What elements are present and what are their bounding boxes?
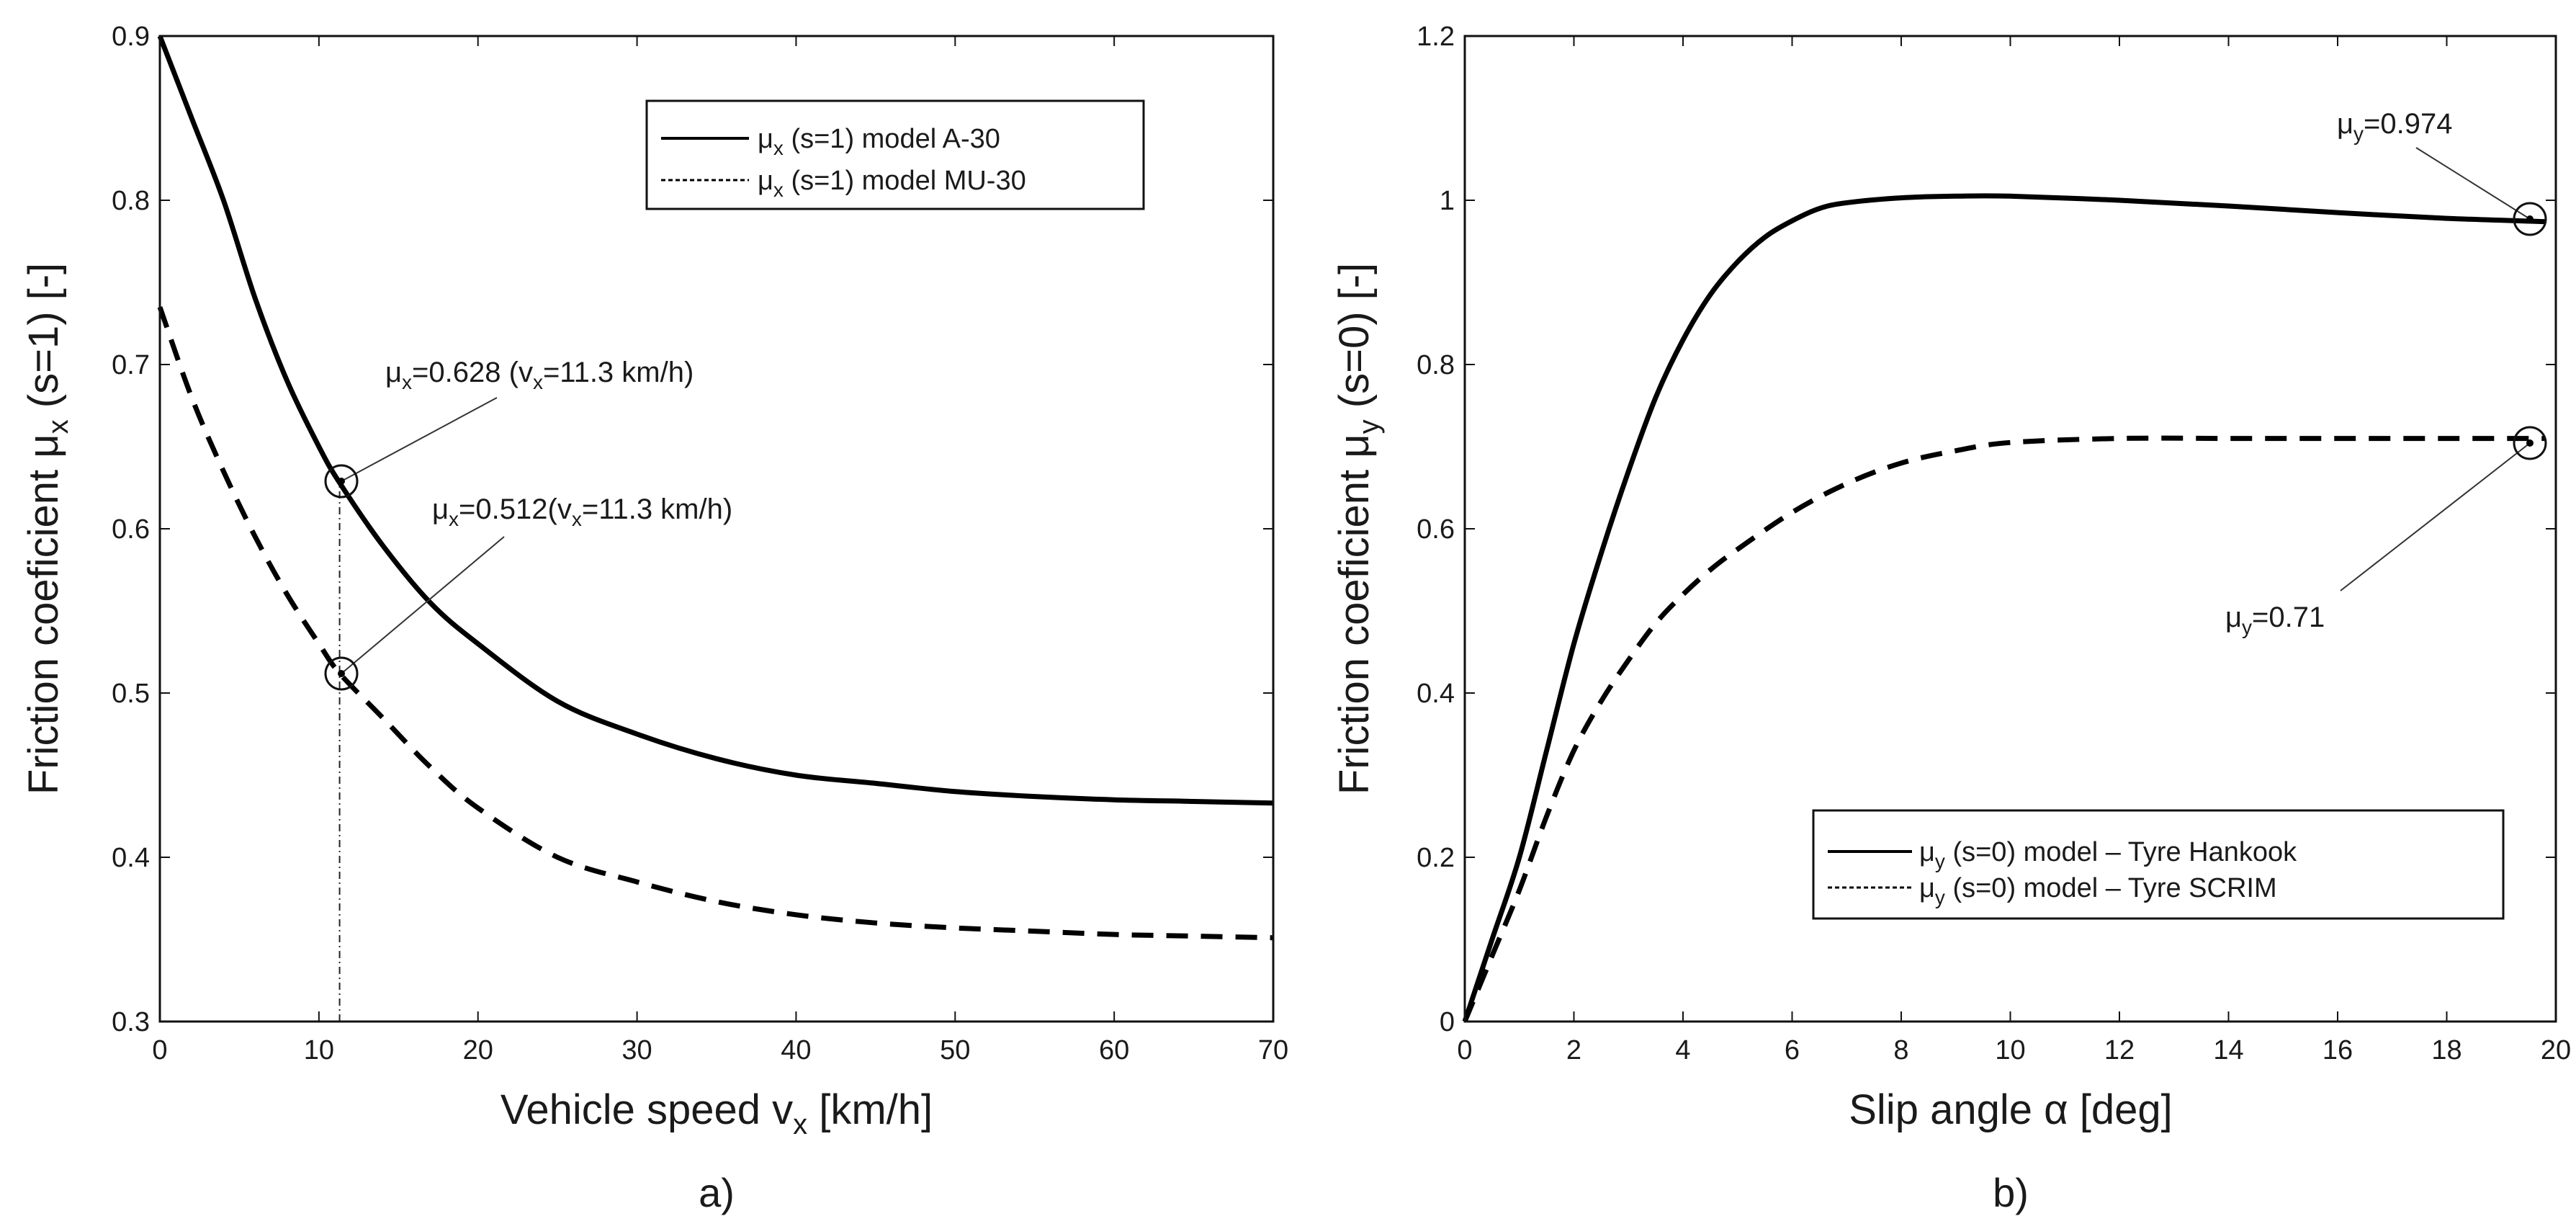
chart-b-xtick-label: 2	[1566, 1035, 1581, 1065]
chart-a-xtick-label: 50	[940, 1035, 970, 1065]
chart-a-xtick-label: 40	[781, 1035, 811, 1065]
chart-b-legend-item-2: μy (s=0) model – Tyre SCRIM	[1919, 873, 2277, 908]
chart-a-legend-item-1: μx (s=1) model A-30	[758, 124, 1000, 159]
chart-a-ylabel: Friction coeficient μx (s=1) [-]	[20, 263, 74, 795]
chart-b-annotation-marker-1	[2513, 202, 2547, 236]
chart-a-annotation-leader-1	[341, 397, 498, 482]
chart-b-xtick-label: 14	[2213, 1035, 2243, 1065]
chart-b-annotation-1: μy=0.974	[2337, 108, 2453, 145]
chart-a-annotation-dot-2	[338, 670, 345, 677]
chart-b-xlabel: Slip angle α [deg]	[1849, 1086, 2173, 1133]
chart-a-series-1-line	[157, 35, 1274, 806]
chart-b-ytick-label: 0.6	[1417, 514, 1455, 545]
chart-a: 0 10 20 30 40 50 60 70 0.3 0.4 0.5 0.6 0.7 0.8 0.9 Fri…	[20, 22, 1288, 1215]
chart-b-xtick-label: 4	[1675, 1035, 1690, 1065]
chart-b-xtick-label: 12	[2104, 1035, 2135, 1065]
chart-a-ytick-label: 0.6	[112, 514, 150, 545]
chart-a-legend-item-2: μx (s=1) model MU-30	[758, 166, 1026, 201]
chart-b-panel-label: b)	[1993, 1170, 2029, 1215]
chart-a-ytick-label: 0.4	[112, 843, 150, 873]
chart-b: 0 2 4 6 8 10 12 14 16 18 20 0 0.2 0.4 0.6 0.8 1 1.2 Frict…	[1331, 22, 2571, 1215]
chart-a-annotation-2: μx=0.512(vx=11.3 km/h)	[432, 493, 732, 530]
chart-b-xtick-label: 0	[1457, 1035, 1472, 1065]
chart-a-annotation-1: μx=0.628 (vx=11.3 km/h)	[385, 357, 694, 393]
chart-a-annotations: μx=0.628 (vx=11.3 km/h) μx=0.512(vx=11.3…	[324, 357, 732, 691]
chart-a-ytick-label: 0.7	[112, 350, 150, 380]
chart-b-frame	[1463, 35, 2557, 1023]
chart-b-series-1-line	[1462, 193, 2545, 1023]
chart-a-xlabel: Vehicle speed vx [km/h]	[501, 1086, 933, 1140]
chart-b-annotation-leader-1	[2415, 147, 2531, 220]
chart-b-ytick-label: 1	[1440, 186, 1455, 216]
chart-a-legend: μx (s=1) model A-30 μx (s=1) model MU-30	[645, 99, 1145, 210]
chart-a-annotation-marker-1	[324, 464, 359, 499]
chart-a-ytick-label: 0.9	[112, 22, 150, 52]
chart-b-xtick-label: 8	[1893, 1035, 1908, 1065]
chart-a-annotation-leader-2	[341, 536, 505, 674]
chart-a-legend-box	[645, 99, 1145, 210]
chart-b-ytick-label: 0.8	[1417, 350, 1455, 380]
chart-b-xtick-label: 6	[1785, 1035, 1800, 1065]
chart-b-ticks: 0 2 4 6 8 10 12 14 16 18 20 0 0.2 0.4 0.6 0.8 1 1.2	[1417, 22, 2571, 1065]
chart-b-legend: μy (s=0) model – Tyre Hankook μy (s=0) m…	[1812, 809, 2505, 920]
chart-a-ticks: 0 10 20 30 40 50 60 70 0.3 0.4 0.5 0.6 0.7 0.8 0.9	[112, 22, 1288, 1065]
chart-a-series-2-line	[157, 306, 1274, 941]
chart-b-annotation-leader-2	[2340, 442, 2531, 591]
chart-a-ytick-label: 0.5	[112, 679, 150, 709]
chart-a-annotation-dot-1	[338, 478, 345, 485]
chart-a-ytick-label: 0.8	[112, 186, 150, 216]
chart-b-xtick-label: 10	[1995, 1035, 2025, 1065]
chart-a-xtick-label: 30	[621, 1035, 652, 1065]
chart-b-ytick-label: 0	[1440, 1007, 1455, 1037]
chart-a-series	[157, 35, 1274, 1022]
chart-b-xtick-label: 20	[2541, 1035, 2571, 1065]
chart-a-xtick-label: 20	[463, 1035, 493, 1065]
chart-b-xtick-label: 16	[2323, 1035, 2353, 1065]
chart-b-ytick-label: 0.2	[1417, 843, 1455, 873]
chart-a-ytick-label: 0.3	[112, 1007, 150, 1037]
chart-b-annotation-dot-1	[2526, 215, 2534, 223]
chart-b-annotation-2: μy=0.71	[2225, 602, 2325, 638]
chart-b-annotation-marker-2	[2513, 426, 2547, 460]
chart-b-series-2-line	[1462, 435, 2545, 1023]
chart-a-panel-label: a)	[699, 1170, 735, 1215]
chart-a-annotation-marker-2	[324, 656, 359, 691]
chart-b-annotations: μy=0.974 μy=0.71	[2225, 108, 2547, 638]
chart-b-series	[1462, 193, 2545, 1023]
chart-a-xtick-label: 0	[152, 1035, 167, 1065]
chart-b-legend-item-1: μy (s=0) model – Tyre Hankook	[1919, 837, 2297, 872]
chart-b-ylabel: Friction coeficient μy (s=0) [-]	[1331, 263, 1385, 795]
chart-a-xtick-label: 10	[304, 1035, 334, 1065]
chart-a-xtick-label: 60	[1099, 1035, 1129, 1065]
chart-a-xtick-label: 70	[1258, 1035, 1288, 1065]
chart-b-ytick-label: 1.2	[1417, 22, 1455, 52]
chart-b-annotation-dot-2	[2526, 439, 2534, 447]
chart-b-legend-box	[1812, 809, 2505, 920]
chart-a-frame	[158, 35, 1275, 1023]
chart-b-ytick-label: 0.4	[1417, 679, 1455, 709]
chart-b-xtick-label: 18	[2431, 1035, 2461, 1065]
